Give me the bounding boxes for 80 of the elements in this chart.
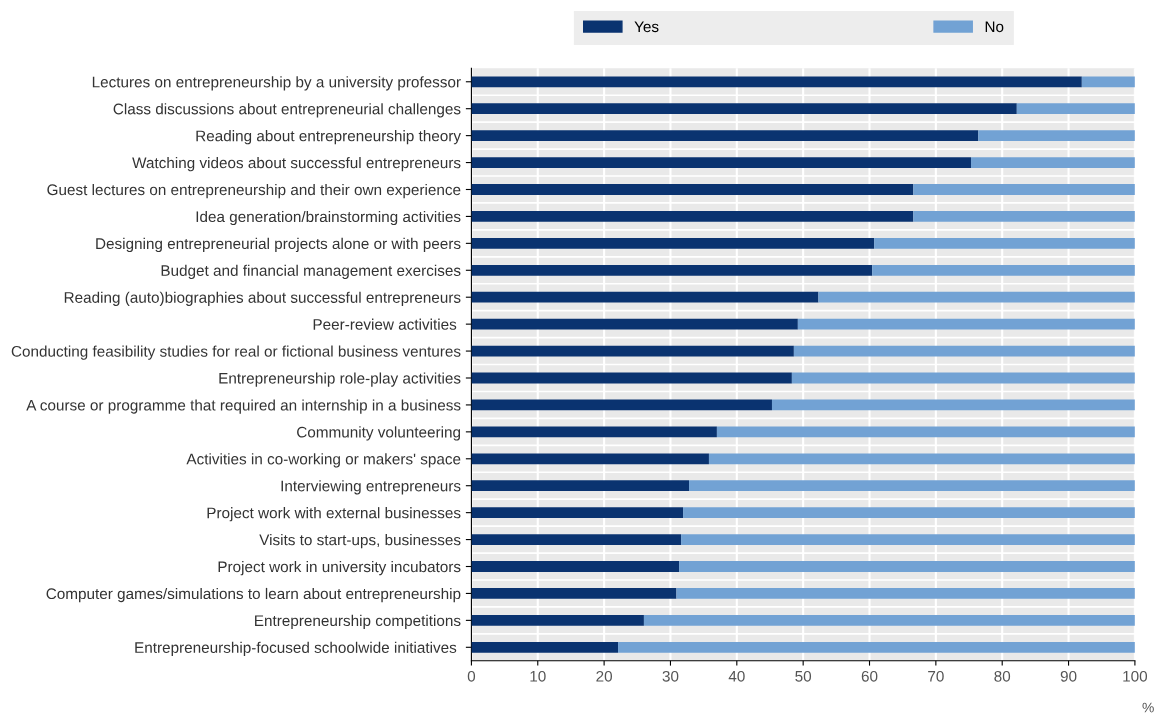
- bar: [471, 399, 772, 411]
- bar: [471, 588, 677, 599]
- y-tick-label: A course or programme that required an internship in a business: [26, 399, 461, 414]
- legend-label: No: [985, 21, 1004, 33]
- bar: [471, 237, 875, 249]
- bar: [471, 211, 914, 222]
- bar: [471, 76, 1082, 88]
- bar: [471, 534, 682, 545]
- bar: [971, 157, 1135, 168]
- bar: [471, 291, 819, 303]
- y-tick-label: Entrepreneurship competitions: [255, 614, 461, 630]
- bar: [471, 157, 972, 168]
- bar: [708, 453, 1135, 465]
- y-tick-label: Entrepreneurship-focused schoolwide initiatives: [135, 641, 457, 656]
- bar: [471, 184, 914, 195]
- bar: [679, 561, 1135, 572]
- x-tick-label: 90: [1060, 670, 1077, 682]
- bar: [716, 426, 1135, 438]
- bar: [471, 426, 717, 438]
- bar: [872, 264, 1135, 276]
- bar: [471, 641, 619, 653]
- x-tick-label: 60: [861, 670, 878, 682]
- bar: [913, 211, 1135, 222]
- x-tick-label: 0: [467, 670, 476, 682]
- y-tick-label: Community volunteering: [297, 426, 461, 441]
- y-tick-label: Budget and financial management exercises: [161, 264, 461, 279]
- bar: [643, 614, 1135, 626]
- bar: [797, 318, 1135, 330]
- x-tick-label: 50: [795, 670, 812, 682]
- bar: [818, 291, 1135, 303]
- bar: [471, 345, 794, 357]
- y-tick-label: Interviewing entrepreneurs: [281, 480, 461, 495]
- bar: [471, 130, 979, 142]
- bar: [471, 264, 873, 276]
- bar: [791, 372, 1135, 384]
- x-tick-label: 80: [994, 670, 1011, 682]
- x-tick-label: 20: [596, 670, 613, 682]
- y-tick-label: Designing entrepreneurial projects alone or with peers: [96, 237, 461, 253]
- bar: [683, 507, 1135, 519]
- x-tick-label: 70: [928, 670, 944, 682]
- y-tick-label: Project work in university incubators: [218, 560, 461, 576]
- bar: [471, 614, 644, 626]
- x-tick-label: 10: [530, 670, 546, 682]
- y-tick-label: Project work with external businesses: [207, 507, 461, 522]
- y-tick-label: Entrepreneurship role-play activities: [219, 372, 461, 387]
- x-axis-title: %: [1142, 702, 1154, 713]
- bar: [1016, 103, 1135, 115]
- y-tick-label: Peer-review activities: [313, 318, 457, 330]
- x-tick-label: 40: [728, 670, 745, 682]
- bar: [1081, 76, 1135, 88]
- bar: [676, 588, 1135, 599]
- y-tick-label: Idea generation/brainstorming activities: [196, 210, 461, 226]
- bar: [913, 184, 1135, 195]
- y-tick-label: Class discussions about entrepreneurial challenges: [113, 103, 461, 118]
- y-tick-label: Reading about entrepreneurship theory: [196, 130, 461, 145]
- y-tick-label: Activities in co-working or makers' space: [186, 453, 461, 468]
- y-tick-label: Visits to start-ups, businesses: [259, 534, 461, 549]
- bar: [618, 641, 1135, 653]
- bar: [771, 399, 1135, 411]
- x-tick-label: 30: [662, 670, 679, 682]
- bar: [471, 561, 680, 572]
- bar: [793, 345, 1135, 357]
- legend-label: Yes: [634, 21, 659, 33]
- bar: [471, 372, 792, 384]
- bar: [681, 534, 1135, 545]
- bar: [874, 237, 1135, 249]
- y-tick-label: Lectures on entrepreneurship by a university professor: [92, 76, 461, 91]
- x-tick-label: 100: [1123, 670, 1148, 682]
- y-tick-label: Computer games/simulations to learn about entrepreneurship: [46, 587, 461, 603]
- bar: [471, 318, 798, 330]
- y-tick-label: Watching videos about successful entrepreneurs: [132, 157, 461, 172]
- bar: [689, 480, 1135, 492]
- bar: [978, 130, 1135, 142]
- bar: [471, 480, 690, 492]
- y-tick-label: Conducting feasibility studies for real or fictional business ventures: [11, 345, 461, 360]
- y-tick-label: Reading (auto)biographies about successful entrepreneurs: [64, 291, 461, 306]
- bar: [471, 103, 1017, 115]
- y-tick-label: Guest lectures on entrepreneurship and their own experience: [47, 183, 461, 199]
- bar: [471, 453, 709, 465]
- bar: [471, 507, 684, 519]
